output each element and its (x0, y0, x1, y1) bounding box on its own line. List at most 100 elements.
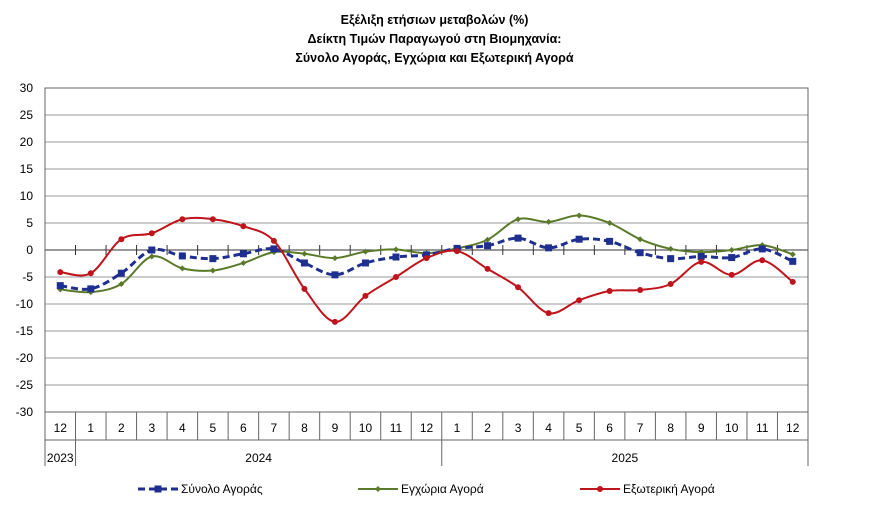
data-point (789, 278, 796, 285)
data-point (636, 249, 644, 257)
data-point (698, 258, 705, 265)
data-point (606, 220, 613, 226)
data-point (117, 269, 125, 277)
x-tick-label: 4 (179, 421, 186, 435)
data-point (209, 216, 216, 223)
legend-label: Σύνολο Αγοράς (181, 482, 263, 496)
data-point (392, 253, 400, 261)
data-point (362, 292, 369, 299)
data-point (331, 271, 339, 279)
data-point (301, 285, 308, 292)
data-point (728, 247, 735, 253)
series-line-2 (60, 216, 794, 323)
data-point (789, 251, 796, 258)
x-tick-label: 3 (515, 421, 522, 435)
x-tick-label: 2 (118, 421, 125, 435)
x-tick-label: 7 (637, 421, 644, 435)
data-point (56, 282, 64, 290)
y-tick-label: -10 (16, 297, 34, 311)
data-point (515, 284, 522, 291)
x-tick-label: 7 (271, 421, 278, 435)
x-tick-label: 6 (606, 421, 613, 435)
data-point (759, 257, 766, 264)
data-point (331, 318, 338, 325)
data-point (545, 310, 552, 317)
x-tick-label: 9 (698, 421, 705, 435)
data-point (667, 255, 675, 263)
x-tick-label: 10 (725, 421, 739, 435)
legend-marker (154, 485, 162, 493)
data-point (545, 244, 553, 252)
data-point (87, 285, 95, 293)
data-point (484, 265, 491, 272)
legend-label: Εξωτερική Αγορά (623, 482, 715, 496)
x-tick-label: 2 (484, 421, 491, 435)
y-tick-label: -25 (16, 378, 34, 392)
x-tick-label: 10 (359, 421, 373, 435)
data-point (148, 230, 155, 237)
x-tick-label: 1 (87, 421, 94, 435)
legend-marker (375, 486, 381, 492)
y-tick-label: 5 (26, 216, 33, 230)
data-point (637, 236, 644, 243)
data-point (423, 251, 430, 259)
year-label: 2025 (612, 451, 639, 465)
data-point (515, 216, 522, 223)
y-tick-label: 30 (20, 81, 34, 95)
title-line-3: Σύνολο Αγοράς, Εγχώρια και Εξωτερική Αγο… (295, 51, 574, 65)
x-tick-label: 3 (148, 421, 155, 435)
data-point (361, 259, 369, 267)
data-point (118, 236, 125, 243)
x-tick-label: 5 (576, 421, 583, 435)
data-point (270, 245, 278, 253)
data-point (148, 253, 155, 260)
data-point (57, 269, 64, 276)
data-point (209, 255, 217, 263)
data-point (697, 252, 705, 260)
x-tick-label: 8 (301, 421, 308, 435)
title-line-1: Εξέλιξη ετήσιων μεταβολών (%) (340, 13, 529, 27)
legend-marker (597, 486, 603, 492)
x-tick-label: 12 (786, 421, 800, 435)
data-point (484, 236, 491, 243)
y-tick-label: -15 (16, 324, 34, 338)
x-tick-label: 8 (667, 421, 674, 435)
data-point (575, 235, 583, 243)
y-tick-label: 10 (20, 189, 34, 203)
x-tick-label: 4 (545, 421, 552, 435)
data-point (362, 248, 369, 255)
chart-title: Εξέλιξη ετήσιων μεταβολών (%) Δείκτη Τιμ… (0, 11, 869, 68)
x-tick-label: 1 (454, 421, 461, 435)
data-point (240, 223, 247, 230)
x-tick-label: 9 (332, 421, 339, 435)
x-tick-label: 12 (420, 421, 434, 435)
data-point (514, 234, 522, 242)
x-tick-label: 6 (240, 421, 247, 435)
y-tick-label: 0 (26, 243, 33, 257)
data-point (392, 274, 399, 280)
data-point (789, 257, 797, 265)
y-tick-label: -20 (16, 351, 34, 365)
x-tick-label: 11 (756, 421, 769, 435)
x-tick-label: 5 (210, 421, 217, 435)
data-point (179, 265, 186, 272)
data-point (87, 270, 94, 277)
data-point (239, 250, 247, 258)
data-point (179, 216, 186, 223)
data-point (270, 237, 277, 244)
y-tick-label: 15 (20, 162, 34, 176)
series-line-0 (60, 236, 794, 291)
data-point (209, 267, 216, 274)
data-point (148, 246, 156, 254)
data-point (392, 246, 399, 253)
plot-border (44, 87, 809, 413)
data-point (454, 248, 461, 255)
x-tick-label: 12 (54, 421, 68, 435)
data-point (301, 250, 308, 257)
y-tick-label: 20 (20, 135, 34, 149)
data-point (728, 271, 735, 278)
y-tick-label: 25 (20, 108, 34, 122)
legend-label: Εγχώρια Αγορά (401, 482, 484, 496)
data-point (667, 281, 674, 288)
